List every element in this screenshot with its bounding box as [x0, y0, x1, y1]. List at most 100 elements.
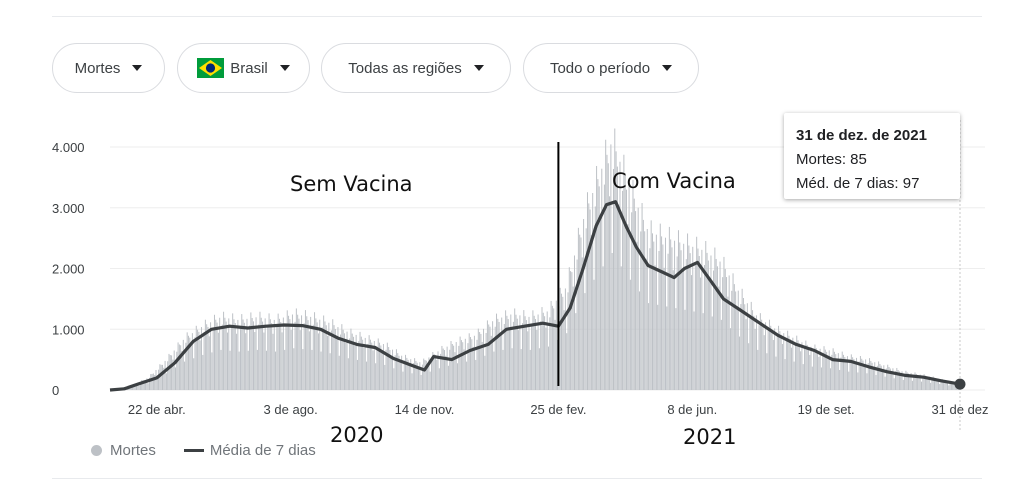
daily-bar — [936, 380, 938, 390]
y-tick-label: 4.000 — [52, 140, 85, 155]
daily-bar — [171, 355, 173, 390]
daily-bar — [531, 323, 533, 390]
daily-bar — [420, 374, 422, 390]
metric-dropdown[interactable]: Mortes — [52, 43, 165, 93]
daily-bar — [141, 380, 143, 390]
daily-bar — [371, 342, 373, 390]
daily-bar — [164, 360, 166, 390]
daily-bar — [681, 272, 683, 390]
daily-bar — [822, 353, 824, 390]
daily-bar — [657, 304, 659, 390]
daily-bar — [346, 331, 348, 390]
daily-bar — [675, 308, 677, 390]
daily-bar — [384, 364, 386, 390]
daily-bar — [901, 371, 903, 390]
daily-bar — [650, 220, 652, 390]
daily-bar — [817, 350, 819, 390]
daily-bar — [871, 362, 873, 390]
x-tick-label: 22 de abr. — [128, 402, 186, 417]
daily-bar — [393, 368, 395, 390]
daily-bar — [165, 373, 167, 390]
daily-bar — [342, 329, 344, 390]
daily-bar — [709, 281, 711, 390]
daily-bar — [533, 315, 535, 390]
daily-bar — [586, 192, 588, 390]
daily-bar — [450, 341, 452, 390]
daily-bar — [902, 379, 904, 390]
daily-bar — [154, 375, 156, 390]
daily-bar — [472, 346, 474, 390]
daily-bar — [948, 385, 950, 390]
daily-bar — [151, 373, 153, 390]
daily-bar — [774, 328, 776, 390]
daily-bar — [241, 314, 243, 390]
daily-bar — [280, 321, 282, 390]
daily-bar — [831, 354, 833, 390]
daily-bar — [525, 320, 527, 390]
daily-bar — [636, 241, 638, 390]
bars-legend-label[interactable]: Mortes — [110, 442, 156, 459]
daily-bar — [845, 362, 847, 390]
daily-bar — [627, 224, 629, 390]
daily-bar — [267, 325, 269, 390]
daily-bar — [585, 228, 587, 390]
daily-bar — [628, 186, 630, 390]
daily-bar — [511, 348, 513, 390]
daily-bar — [259, 311, 261, 390]
daily-bar — [861, 358, 863, 390]
x-tick-label: 19 de set. — [798, 402, 855, 417]
daily-bar — [290, 329, 292, 390]
daily-bar — [606, 154, 608, 390]
daily-bar — [451, 344, 453, 390]
daily-bar — [398, 355, 400, 390]
line-legend-label[interactable]: Média de 7 dias — [209, 442, 316, 459]
x-tick-label: 25 de fev. — [530, 402, 586, 417]
daily-bar — [268, 313, 270, 390]
daily-bar — [783, 333, 785, 390]
daily-bar — [330, 330, 332, 390]
daily-bar — [537, 314, 539, 390]
daily-bar — [399, 361, 401, 390]
daily-bar — [360, 336, 362, 390]
daily-bar — [849, 360, 851, 390]
daily-bar — [754, 328, 756, 390]
daily-bar — [635, 211, 637, 390]
daily-bar — [382, 344, 384, 390]
daily-bar — [924, 375, 926, 390]
daily-bar — [623, 154, 625, 390]
daily-bar — [944, 380, 946, 390]
daily-bar — [830, 368, 832, 390]
daily-bar — [759, 313, 761, 390]
daily-bar — [670, 239, 672, 390]
daily-bar — [672, 270, 674, 390]
country-dropdown[interactable]: Brasil — [177, 43, 310, 93]
region-dropdown[interactable]: Todas as regiões — [321, 43, 511, 93]
daily-bar — [510, 314, 512, 390]
daily-bar — [311, 349, 313, 390]
daily-bar — [213, 314, 215, 390]
daily-bar — [801, 342, 803, 390]
daily-bar — [419, 362, 421, 390]
daily-bar — [520, 349, 522, 390]
daily-bar — [547, 346, 549, 390]
daily-bar — [528, 316, 530, 390]
daily-bar — [885, 368, 887, 390]
period-dropdown[interactable]: Todo o período — [523, 43, 699, 93]
daily-bar — [515, 314, 517, 390]
daily-bar — [271, 323, 273, 390]
daily-bar — [667, 253, 669, 390]
daily-bar — [202, 354, 204, 390]
daily-bar — [863, 365, 865, 390]
daily-bar — [363, 347, 365, 390]
daily-bar — [720, 319, 722, 390]
daily-bar — [841, 351, 843, 390]
daily-bar — [692, 246, 694, 390]
daily-bar — [645, 258, 647, 390]
daily-bar — [496, 313, 498, 390]
daily-bar — [286, 310, 288, 390]
daily-bar — [702, 313, 704, 390]
daily-bar — [744, 304, 746, 390]
daily-bar — [564, 288, 566, 390]
daily-bar — [381, 352, 383, 390]
daily-bar — [276, 326, 278, 390]
